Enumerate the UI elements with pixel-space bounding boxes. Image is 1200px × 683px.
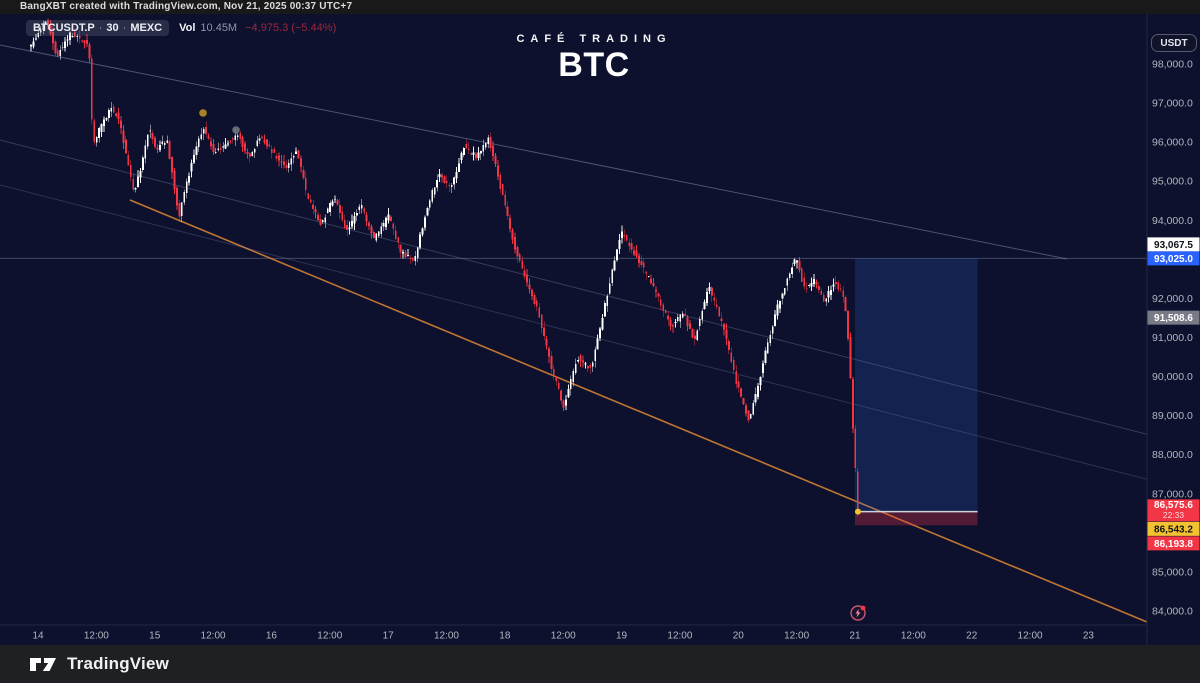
long-position-profit-zone[interactable] bbox=[854, 258, 978, 512]
price-label-target-blue[interactable]: 93,025.0 bbox=[1147, 251, 1200, 266]
chart-stage: 98,000.0 97,000.0 96,000.0 95,000.0 94,000.0… bbox=[0, 14, 1200, 645]
symbol-legend[interactable]: BTCUSDT.P · 30 · MEXC bbox=[26, 20, 170, 36]
price-tick-label: 89,000.0 bbox=[1152, 410, 1193, 422]
price-label-entry-yellow[interactable]: 86,543.2 bbox=[1147, 521, 1200, 536]
time-tick-label: 12:00 bbox=[434, 631, 459, 642]
price-tick-label: 92,000.0 bbox=[1152, 293, 1193, 305]
time-tick-label: 19 bbox=[616, 631, 628, 642]
price-tick-label: 98,000.0 bbox=[1152, 59, 1193, 71]
svg-text:93,067.5: 93,067.5 bbox=[1154, 240, 1193, 251]
price-tick-label: 87,000.0 bbox=[1152, 488, 1193, 500]
long-position-loss-zone[interactable] bbox=[854, 511, 978, 526]
svg-text:93,025.0: 93,025.0 bbox=[1154, 254, 1193, 265]
time-tick-label: 17 bbox=[383, 631, 395, 642]
time-tick-label: 20 bbox=[733, 631, 745, 642]
time-tick-label: 18 bbox=[499, 631, 511, 642]
price-label-drawing-gray[interactable]: 91,508.6 bbox=[1147, 310, 1200, 325]
svg-text:86,193.8: 86,193.8 bbox=[1154, 539, 1193, 550]
trendline-orange-support[interactable] bbox=[129, 199, 1147, 623]
price-tick-label: 88,000.0 bbox=[1152, 449, 1193, 461]
price-label-last-red[interactable]: 86,575.622:33 bbox=[1147, 499, 1200, 522]
price-change-value: −4,975.3 (−5.44%) bbox=[245, 22, 337, 34]
time-tick-label: 12:00 bbox=[84, 631, 109, 642]
bar-countdown: 22:33 bbox=[1163, 510, 1185, 520]
price-tick-label: 84,000.0 bbox=[1152, 605, 1193, 617]
currency-toggle-label: USDT bbox=[1160, 37, 1188, 49]
candlestick-chart[interactable]: 98,000.0 97,000.0 96,000.0 95,000.0 94,000.0… bbox=[0, 14, 1200, 645]
plot-area[interactable] bbox=[0, 18, 1150, 623]
os-title-bar: BangXBT created with TradingView.com, No… bbox=[0, 0, 1200, 14]
time-tick-label: 12:00 bbox=[201, 631, 226, 642]
price-label-stop-red[interactable]: 86,193.8 bbox=[1147, 536, 1200, 551]
price-tick-label: 90,000.0 bbox=[1152, 371, 1193, 383]
volume-indicator-label[interactable]: Vol bbox=[179, 22, 196, 34]
volume-value: 10.45M bbox=[200, 22, 238, 34]
time-tick-label: 12:00 bbox=[1018, 631, 1043, 642]
time-tick-label: 12:00 bbox=[551, 631, 576, 642]
marker-gold-dot[interactable] bbox=[199, 109, 207, 117]
time-tick-label: 22 bbox=[966, 631, 978, 642]
time-tick-label: 23 bbox=[1083, 631, 1095, 642]
replay-event-icon[interactable] bbox=[850, 605, 866, 621]
time-tick-label: 12:00 bbox=[317, 631, 342, 642]
legend-interval: 30 bbox=[106, 22, 119, 34]
marker-gray-dot[interactable] bbox=[232, 126, 240, 134]
price-tick-label: 85,000.0 bbox=[1152, 566, 1193, 578]
price-tick-label: 95,000.0 bbox=[1152, 176, 1193, 188]
chart-legend: BTCUSDT.P · 30 · MEXC Vol 10.45M −4,975.… bbox=[26, 20, 336, 36]
trendline-channel-mid[interactable] bbox=[0, 139, 1150, 435]
time-tick-label: 21 bbox=[849, 631, 861, 642]
candles-layer[interactable] bbox=[30, 18, 859, 517]
footer-bar: TradingView bbox=[0, 645, 1200, 683]
currency-toggle-button[interactable]: USDT bbox=[1151, 34, 1197, 52]
svg-text:91,508.6: 91,508.6 bbox=[1154, 313, 1193, 324]
price-tick-label: 94,000.0 bbox=[1152, 215, 1193, 227]
time-tick-label: 14 bbox=[32, 631, 44, 642]
legend-symbol: BTCUSDT.P bbox=[33, 22, 95, 34]
trendline-channel-upper[interactable] bbox=[0, 44, 1068, 260]
tradingview-logo-icon[interactable] bbox=[28, 652, 58, 676]
long-position-entry-handle[interactable] bbox=[854, 508, 861, 515]
price-axis[interactable]: 98,000.0 97,000.0 96,000.0 95,000.0 94,000.0… bbox=[1152, 59, 1193, 618]
svg-text:86,575.6: 86,575.6 bbox=[1154, 500, 1193, 511]
time-tick-label: 12:00 bbox=[901, 631, 926, 642]
svg-text:86,543.2: 86,543.2 bbox=[1154, 524, 1193, 535]
legend-separator: · bbox=[122, 22, 127, 34]
time-axis[interactable]: 14 12:00 15 12:00 16 12:00 17 12:00 18 12:00 19 12:… bbox=[32, 631, 1094, 642]
trendline-channel-lower[interactable] bbox=[0, 184, 1150, 480]
price-tick-label: 97,000.0 bbox=[1152, 98, 1193, 110]
time-tick-label: 15 bbox=[149, 631, 161, 642]
title-bar-text: BangXBT created with TradingView.com, No… bbox=[20, 1, 353, 12]
legend-separator: · bbox=[98, 22, 103, 34]
time-tick-label: 12:00 bbox=[667, 631, 692, 642]
tradingview-brand-text[interactable]: TradingView bbox=[67, 654, 170, 673]
time-tick-label: 16 bbox=[266, 631, 278, 642]
time-tick-label: 12:00 bbox=[784, 631, 809, 642]
price-label-hline-white[interactable]: 93,067.5 bbox=[1147, 237, 1200, 252]
price-tick-label: 96,000.0 bbox=[1152, 137, 1193, 149]
price-tick-label: 91,000.0 bbox=[1152, 332, 1193, 344]
legend-exchange: MEXC bbox=[130, 22, 163, 34]
